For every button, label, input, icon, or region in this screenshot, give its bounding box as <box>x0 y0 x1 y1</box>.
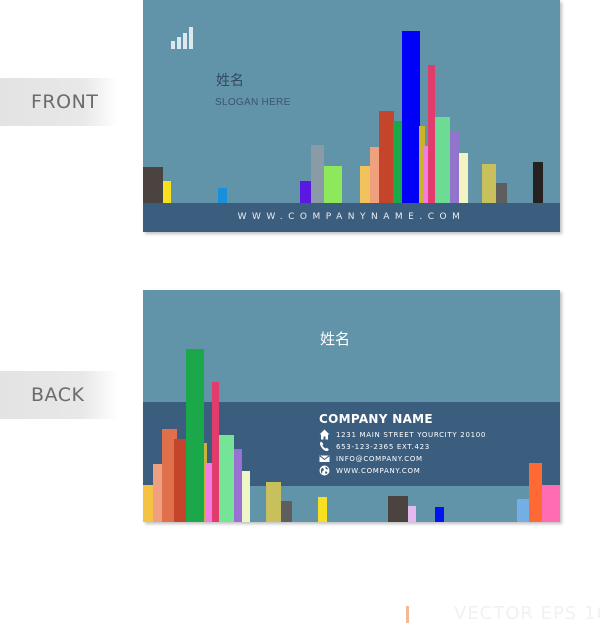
back-decor-bar <box>242 471 250 522</box>
home-icon <box>318 429 330 441</box>
company-name: COMPANY NAME <box>319 412 433 426</box>
front-decor-bar <box>143 167 163 203</box>
globe-icon <box>318 465 330 477</box>
back-decor-bar <box>143 485 154 522</box>
back-decor-bar <box>388 496 408 522</box>
front-decor-bar <box>163 181 171 203</box>
back-decor-bar <box>542 485 560 522</box>
front-decor-bar <box>459 153 468 203</box>
front-decor-bar <box>533 162 543 203</box>
front-decor-bar <box>419 126 425 203</box>
back-name: 姓名 <box>320 330 351 348</box>
email-text: INFO@COMPANY.COM <box>336 455 423 463</box>
back-decor-bar <box>529 463 542 522</box>
front-decor-bar <box>379 111 394 203</box>
front-decor-bar <box>428 65 435 203</box>
signal-bars-icon <box>171 27 199 49</box>
back-decor-bar <box>318 497 327 522</box>
envelope-icon <box>318 453 330 465</box>
front-decor-bar <box>360 166 370 203</box>
back-decor-bar <box>408 506 416 522</box>
back-decor-bar <box>281 501 292 522</box>
front-bar-graphic <box>143 0 560 232</box>
front-decor-bar <box>218 188 227 203</box>
back-decor-bar <box>205 463 212 522</box>
slogan: SLOGAN HERE <box>215 97 291 108</box>
front-decor-bar <box>300 181 311 203</box>
front-name: 姓名 <box>216 73 244 89</box>
phone-icon <box>318 441 330 453</box>
back-decor-bar <box>219 435 234 522</box>
phone-text: 653-123-2365 EXT.423 <box>336 443 430 451</box>
back-decor-bar <box>517 499 529 522</box>
back-decor-bar <box>266 482 281 522</box>
back-decor-bar <box>174 439 187 522</box>
front-decor-bar <box>402 31 420 203</box>
back-decor-bar <box>186 349 204 522</box>
front-decor-bar <box>450 131 459 203</box>
front-website: WWW.COMPANYNAME.COM <box>237 212 466 222</box>
address-text: 1231 MAIN STREET YOURCITY 20100 <box>336 431 487 439</box>
front-decor-bar <box>370 147 380 203</box>
back-decor-bar <box>435 507 444 522</box>
front-decor-bar <box>496 183 507 203</box>
front-decor-bar <box>324 166 342 203</box>
back-decor-bar <box>153 464 163 522</box>
front-decor-bar <box>435 117 450 203</box>
front-label: FRONT <box>0 78 118 126</box>
back-decor-bar <box>162 429 177 522</box>
front-decor-bar <box>482 164 496 203</box>
back-bar-graphic <box>143 290 560 522</box>
back-decor-bar <box>234 449 242 522</box>
business-card-back: 姓名 COMPANY NAME 1231 MAIN STREET YOURCIT… <box>143 290 560 522</box>
business-card-front: 姓名 SLOGAN HERE WWW.COMPANYNAME.COM <box>143 0 560 232</box>
back-label: BACK <box>0 371 118 419</box>
watermark-divider <box>406 606 409 623</box>
front-decor-bar <box>393 121 403 203</box>
front-footer-band: WWW.COMPANYNAME.COM <box>143 203 560 232</box>
website-text: WWW.COMPANY.COM <box>336 467 421 475</box>
back-decor-bar <box>212 382 219 522</box>
front-decor-bar <box>311 145 324 203</box>
watermark-text: VECTOR EPS 10 <box>454 603 600 624</box>
